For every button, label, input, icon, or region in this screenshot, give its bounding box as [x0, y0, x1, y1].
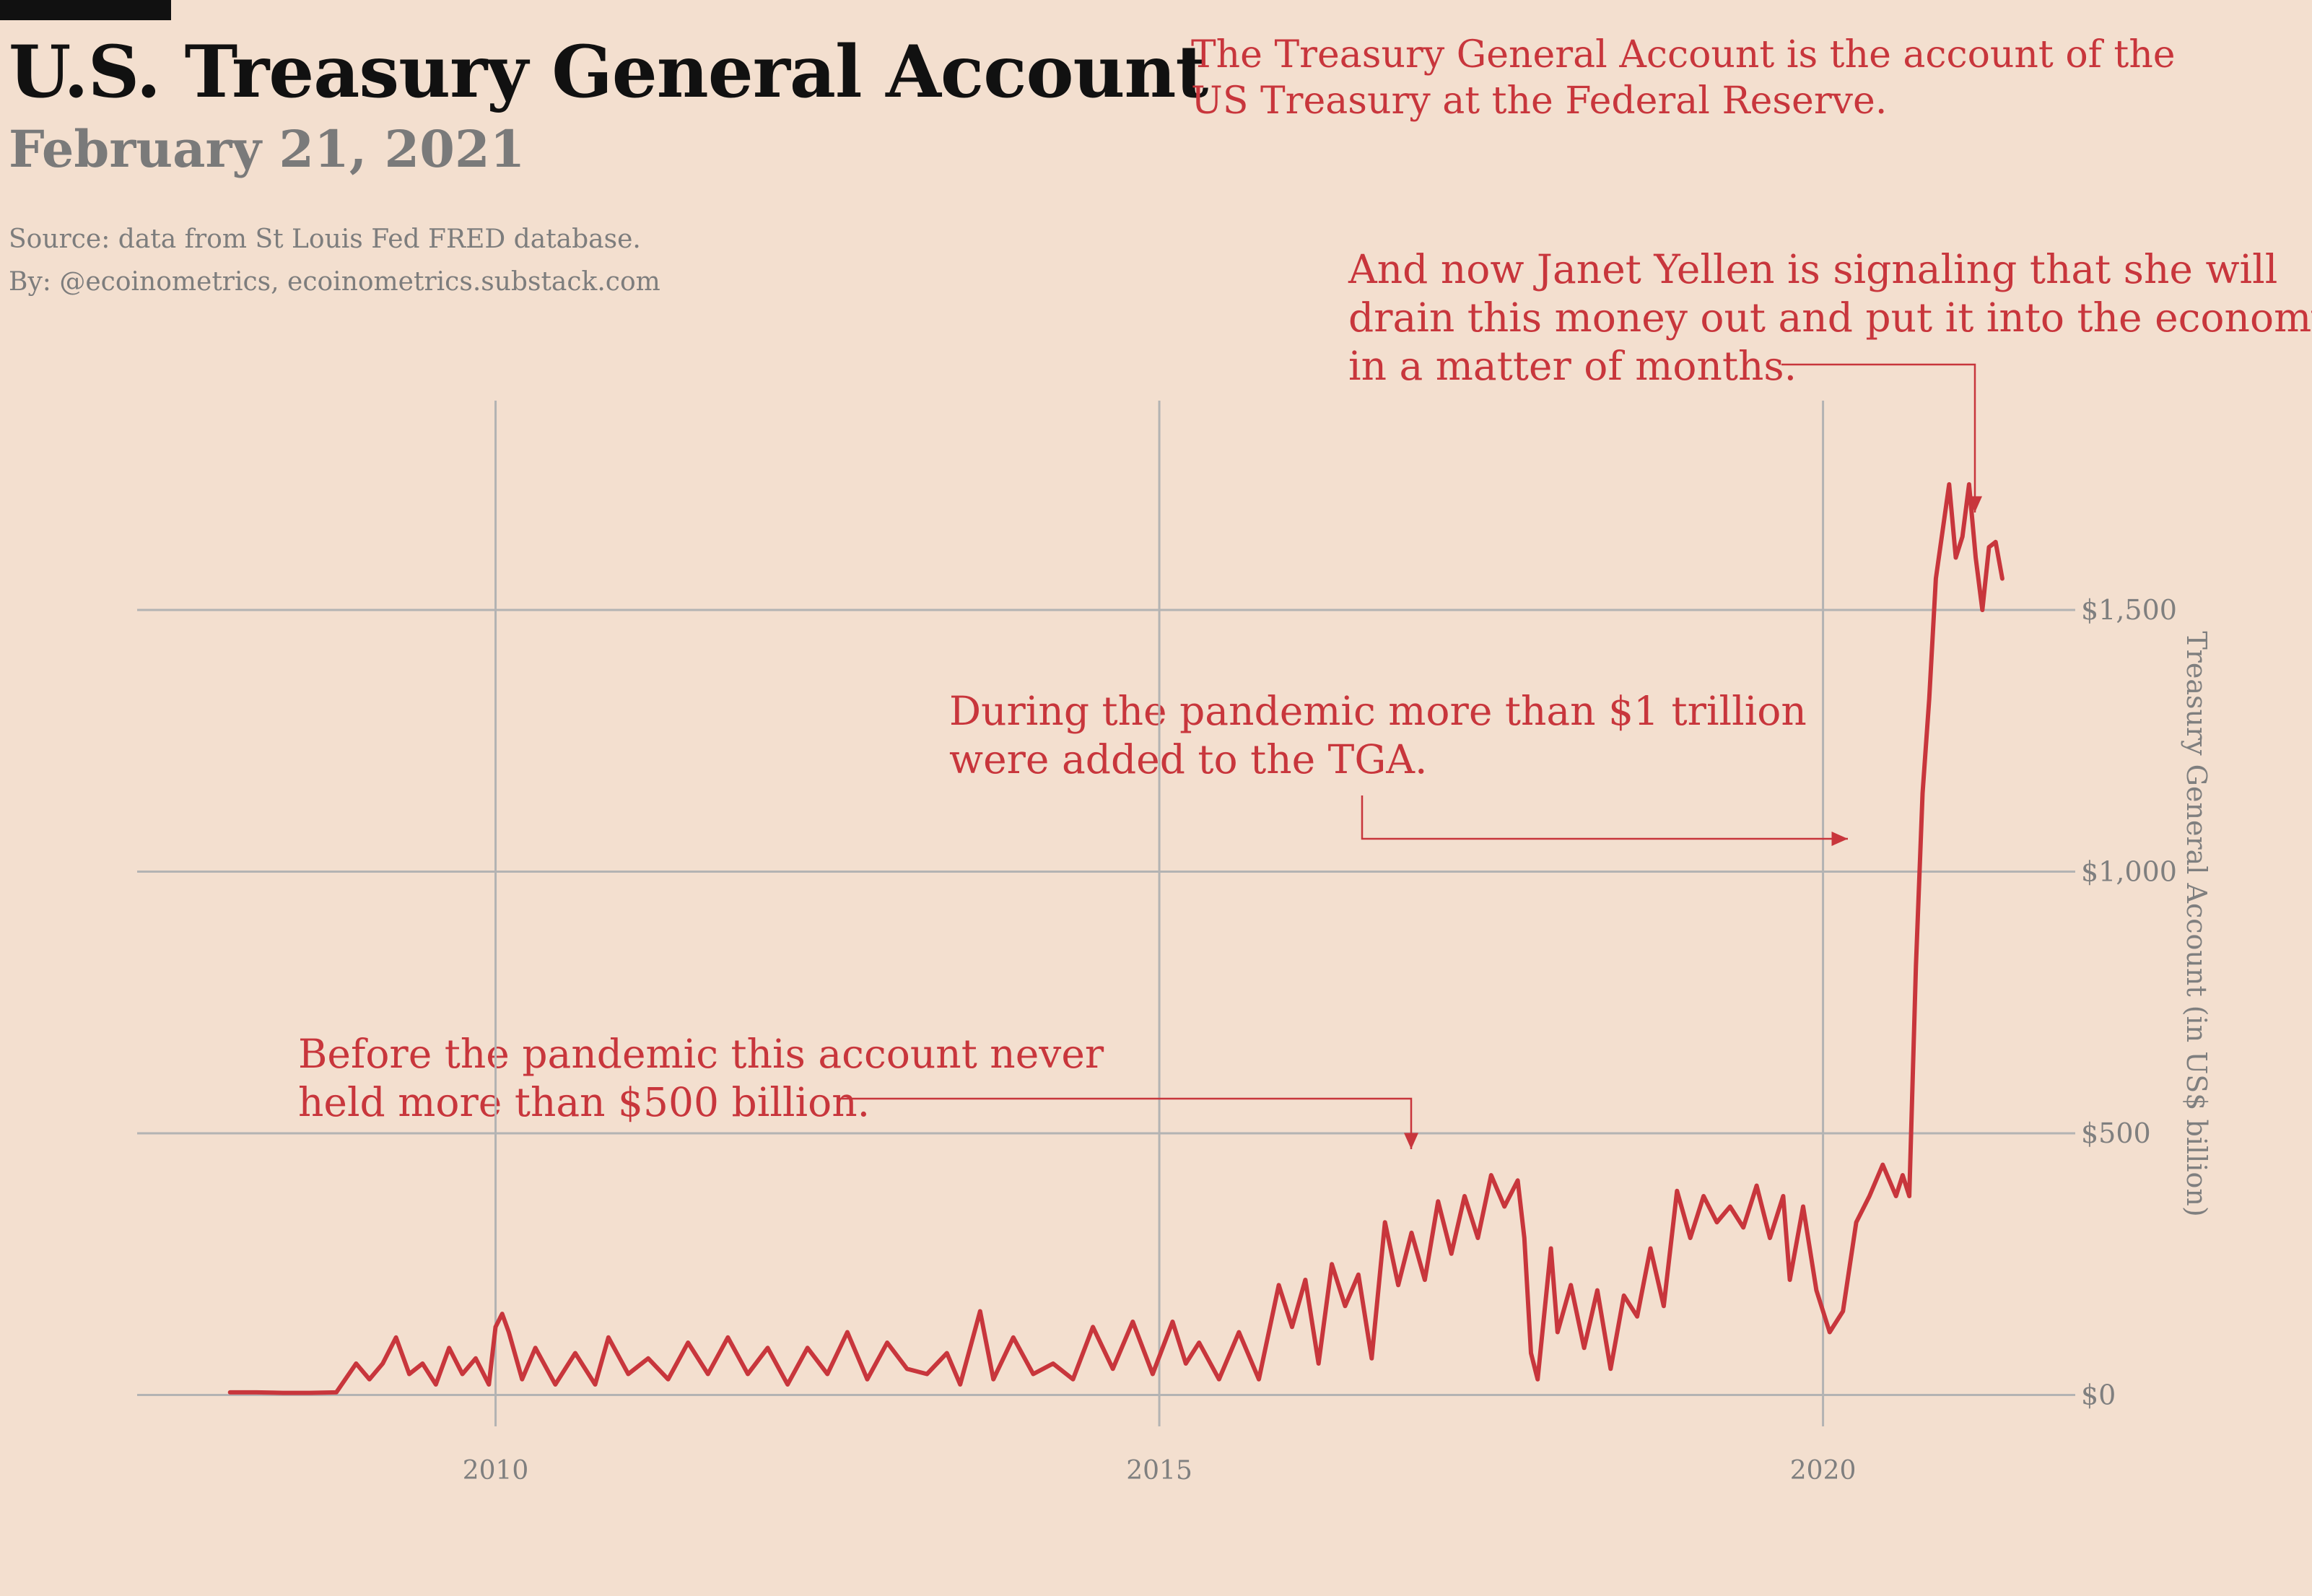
y-tick-label-1000: $1,000	[2081, 856, 2177, 888]
yellen-line-1: And now Janet Yellen is signaling that s…	[1348, 246, 2278, 292]
pandemic-note: During the pandemic more than $1 trillio…	[949, 687, 1807, 784]
definition-line-1: The Treasury General Account is the acco…	[1191, 33, 2176, 77]
by-line: By: @ecoinometrics, ecoinometrics.substa…	[9, 267, 660, 297]
source-block: Source: data from St Louis Fed FRED data…	[9, 218, 660, 303]
date-subtitle: February 21, 2021	[9, 119, 525, 179]
before-note: Before the pandemic this account never h…	[298, 1030, 1104, 1127]
y-gridlines	[137, 609, 2075, 1396]
y-tick-label-0: $0	[2081, 1379, 2116, 1411]
definition-note: The Treasury General Account is the acco…	[1191, 32, 2176, 124]
y-tick-label-1500: $1,500	[2081, 594, 2177, 626]
yellen-line-2: drain this money out and put it into the…	[1348, 295, 2312, 341]
top-accent-bar	[0, 0, 171, 20]
before-line-1: Before the pandemic this account never	[298, 1031, 1104, 1077]
x-tick-label-2020: 2020	[1790, 1456, 1857, 1486]
x-gridlines	[494, 401, 1825, 1426]
yellen-arrow	[1781, 363, 1982, 513]
source-line: Source: data from St Louis Fed FRED data…	[9, 224, 641, 254]
y-tick-label-500: $500	[2081, 1117, 2151, 1149]
x-tick-label-2010: 2010	[463, 1456, 529, 1486]
definition-line-2: US Treasury at the Federal Reserve.	[1191, 79, 1888, 123]
x-tick-label-2015: 2015	[1126, 1456, 1192, 1486]
page-title: U.S. Treasury General Account	[9, 30, 1208, 114]
tga-series-line	[227, 482, 2005, 1395]
before-line-2: held more than $500 billion.	[298, 1079, 871, 1125]
pandemic-line-2: were added to the TGA.	[949, 736, 1428, 782]
series-group	[227, 482, 2005, 1395]
x-tick-labels: 2010 2015 2020	[463, 1456, 1857, 1486]
pandemic-arrow	[1361, 795, 1848, 846]
yellen-note: And now Janet Yellen is signaling that s…	[1348, 245, 2312, 391]
pandemic-line-1: During the pandemic more than $1 trillio…	[949, 688, 1807, 734]
y-axis-label: Treasury General Account (in US$ billion…	[2181, 631, 2212, 1216]
annotation-arrows	[837, 363, 1982, 1149]
y-tick-labels: $0 $500 $1,000 $1,500	[2081, 594, 2177, 1411]
yellen-line-3: in a matter of months.	[1348, 343, 1797, 389]
before-arrow	[837, 1097, 1418, 1149]
